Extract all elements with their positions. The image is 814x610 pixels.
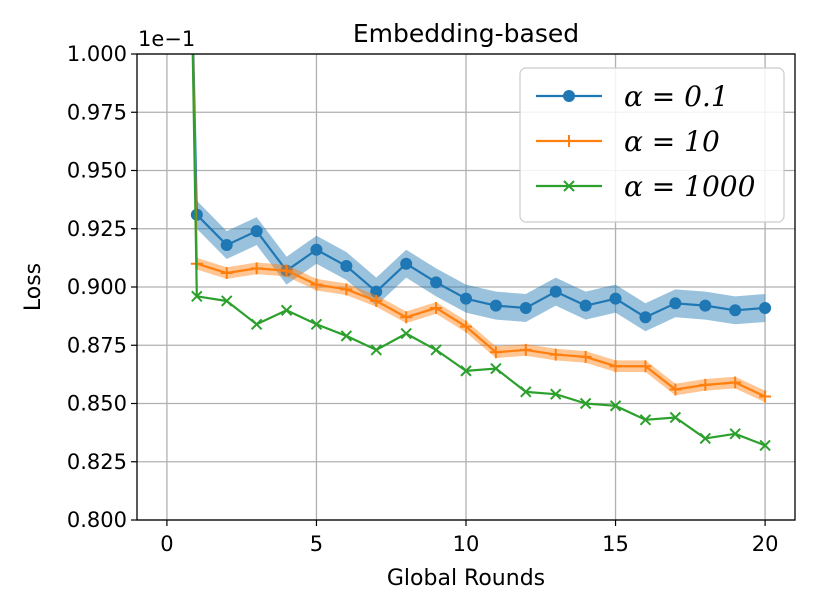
x-ticks: 0 5 10 15 20 bbox=[160, 520, 778, 556]
series-3-point bbox=[340, 330, 353, 342]
series-1-point bbox=[400, 257, 413, 270]
y-axis-label: Loss bbox=[21, 263, 46, 311]
series-1-point bbox=[220, 239, 233, 252]
x-tick-label: 20 bbox=[752, 532, 779, 556]
series-1-point bbox=[579, 299, 592, 312]
series-1-point bbox=[699, 299, 712, 312]
series-2-point bbox=[699, 378, 712, 391]
series-3-point bbox=[639, 414, 652, 426]
series-2-point bbox=[549, 348, 562, 361]
series-1-point bbox=[609, 292, 622, 305]
x-axis-label: Global Rounds bbox=[387, 566, 545, 591]
series-2-point bbox=[669, 383, 682, 396]
series-1-point bbox=[340, 260, 353, 273]
series-3-point bbox=[191, 290, 203, 303]
chart-title: Embedding-based bbox=[353, 19, 579, 48]
y-tick-label: 0.825 bbox=[67, 450, 127, 474]
series-2 bbox=[190, 54, 772, 403]
legend-marker-2 bbox=[563, 135, 575, 147]
series-2-point bbox=[250, 262, 263, 275]
series-1-point bbox=[549, 285, 562, 298]
series-3-point bbox=[221, 295, 233, 307]
series-3-point bbox=[280, 304, 293, 317]
series-2-point bbox=[460, 320, 472, 333]
x-tick-label: 15 bbox=[602, 532, 629, 556]
series-3-point bbox=[400, 327, 412, 340]
series-3-point bbox=[520, 386, 532, 398]
y-tick-label: 0.975 bbox=[67, 100, 127, 124]
series-3-point bbox=[669, 411, 682, 424]
series-3-point bbox=[729, 428, 741, 440]
series-3-point bbox=[250, 318, 263, 330]
series-1-point bbox=[460, 292, 472, 305]
series-1-point bbox=[489, 299, 502, 312]
series-1-point bbox=[759, 301, 772, 314]
series-2-point bbox=[759, 390, 772, 403]
y-axis-offset-text: 1e−1 bbox=[138, 27, 195, 51]
series-1-point bbox=[250, 225, 263, 238]
y-tick-label: 0.950 bbox=[67, 159, 127, 183]
series-2-point bbox=[340, 283, 353, 296]
series-2-point bbox=[639, 360, 652, 373]
series-2-point bbox=[370, 294, 383, 307]
y-tick-label: 0.900 bbox=[67, 275, 127, 299]
series-1-point bbox=[669, 297, 682, 310]
series-2-point bbox=[729, 376, 742, 389]
series-2-point bbox=[609, 360, 622, 373]
series-2-point bbox=[310, 278, 323, 291]
y-tick-label: 0.800 bbox=[67, 508, 127, 532]
legend-label-1: α = 0.1 bbox=[624, 80, 729, 113]
y-tick-label: 0.875 bbox=[67, 333, 127, 357]
series-3-point bbox=[579, 397, 592, 410]
series-1 bbox=[190, 54, 772, 332]
series-2-point bbox=[430, 301, 443, 314]
series-2-point bbox=[400, 311, 413, 324]
series-1-point bbox=[519, 301, 532, 314]
legend-label-2: α = 10 bbox=[624, 125, 720, 158]
x-tick-label: 5 bbox=[310, 532, 323, 556]
series-2-point bbox=[519, 343, 532, 356]
series-3-point bbox=[310, 318, 323, 330]
series-1-confidence-band bbox=[196, 200, 766, 332]
series-1-point bbox=[310, 243, 323, 256]
series-3-point bbox=[430, 344, 442, 356]
legend-label-3: α = 1000 bbox=[624, 170, 755, 203]
series-2-point bbox=[579, 350, 592, 363]
x-tick-label: 0 bbox=[160, 532, 173, 556]
x-tick-label: 10 bbox=[453, 532, 480, 556]
series-3 bbox=[191, 54, 771, 452]
series-1-point bbox=[430, 276, 443, 289]
series-3-point bbox=[699, 432, 711, 445]
y-ticks: 0.800 0.825 0.850 0.875 0.900 0.925 0.950 0.975… bbox=[67, 42, 137, 532]
legend: α = 0.1 α = 10 α = 1000 bbox=[519, 67, 785, 223]
legend-marker-1 bbox=[563, 90, 575, 102]
series-3-point bbox=[460, 365, 472, 377]
series-3-point bbox=[609, 400, 622, 412]
y-tick-label: 0.925 bbox=[67, 217, 127, 241]
series-2-point bbox=[280, 264, 293, 277]
y-tick-label: 0.850 bbox=[67, 392, 127, 416]
series-3-point bbox=[490, 362, 502, 375]
legend-items: α = 0.1 α = 10 α = 1000 bbox=[536, 80, 755, 203]
y-tick-label: 1.000 bbox=[67, 42, 127, 66]
series-3-point bbox=[370, 344, 382, 356]
series-3-point bbox=[759, 439, 771, 452]
series-2-point bbox=[220, 267, 233, 280]
series-layer bbox=[190, 54, 772, 452]
series-1-point bbox=[639, 311, 652, 324]
series-2-point bbox=[489, 346, 502, 359]
series-3-point bbox=[550, 388, 562, 400]
legend-box bbox=[519, 67, 785, 223]
legend-marker-3 bbox=[563, 180, 575, 192]
series-1-point bbox=[729, 304, 742, 317]
